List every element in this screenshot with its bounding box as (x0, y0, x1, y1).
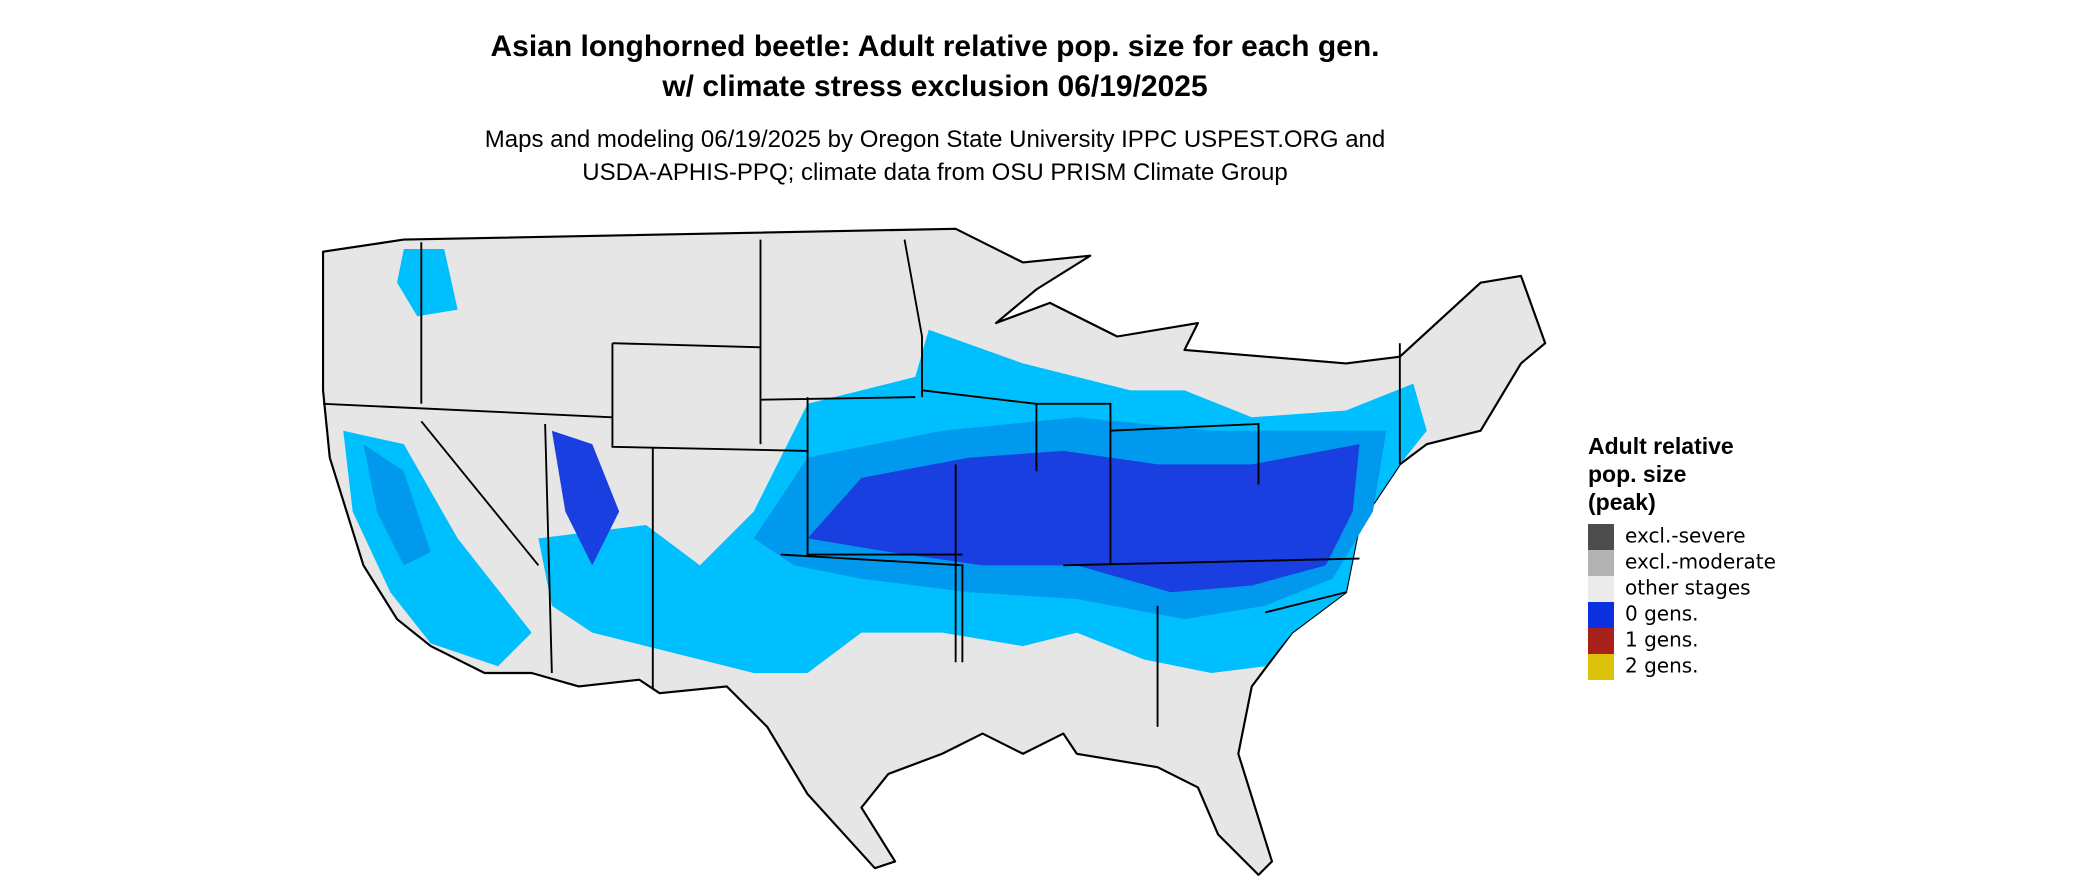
title-line: w/ climate stress exclusion 06/19/2025 (661, 70, 1207, 103)
legend-title-line: pop. size (1588, 461, 1686, 487)
legend-swatch (1588, 602, 1614, 628)
header: Asian longhorned beetle: Adult relative … (485, 30, 1385, 186)
map (321, 227, 1547, 876)
subtitle-line: USDA-APHIS-PPQ; climate data from OSU PR… (582, 159, 1288, 186)
legend-swatch (1588, 628, 1614, 654)
subtitle-line: Maps and modeling 06/19/2025 by Oregon S… (485, 126, 1385, 153)
legend-title-line: Adult relative (1588, 433, 1734, 459)
legend-label: 2 gens. (1625, 654, 1699, 678)
legend-swatch (1588, 550, 1614, 576)
legend-title-line: (peak) (1588, 489, 1656, 515)
legend-label: excl.-severe (1625, 524, 1746, 548)
legend-swatch (1588, 654, 1614, 680)
legend-label: 1 gens. (1625, 628, 1699, 652)
legend-swatch (1588, 576, 1614, 602)
state-borders (322, 239, 1401, 727)
legend-swatch (1588, 524, 1614, 550)
legend-label: 0 gens. (1625, 602, 1699, 626)
legend-label: other stages (1625, 576, 1751, 600)
model-zones (343, 249, 1427, 673)
title-line: Asian longhorned beetle: Adult relative … (490, 30, 1379, 63)
legend-label: excl.-moderate (1625, 550, 1776, 574)
